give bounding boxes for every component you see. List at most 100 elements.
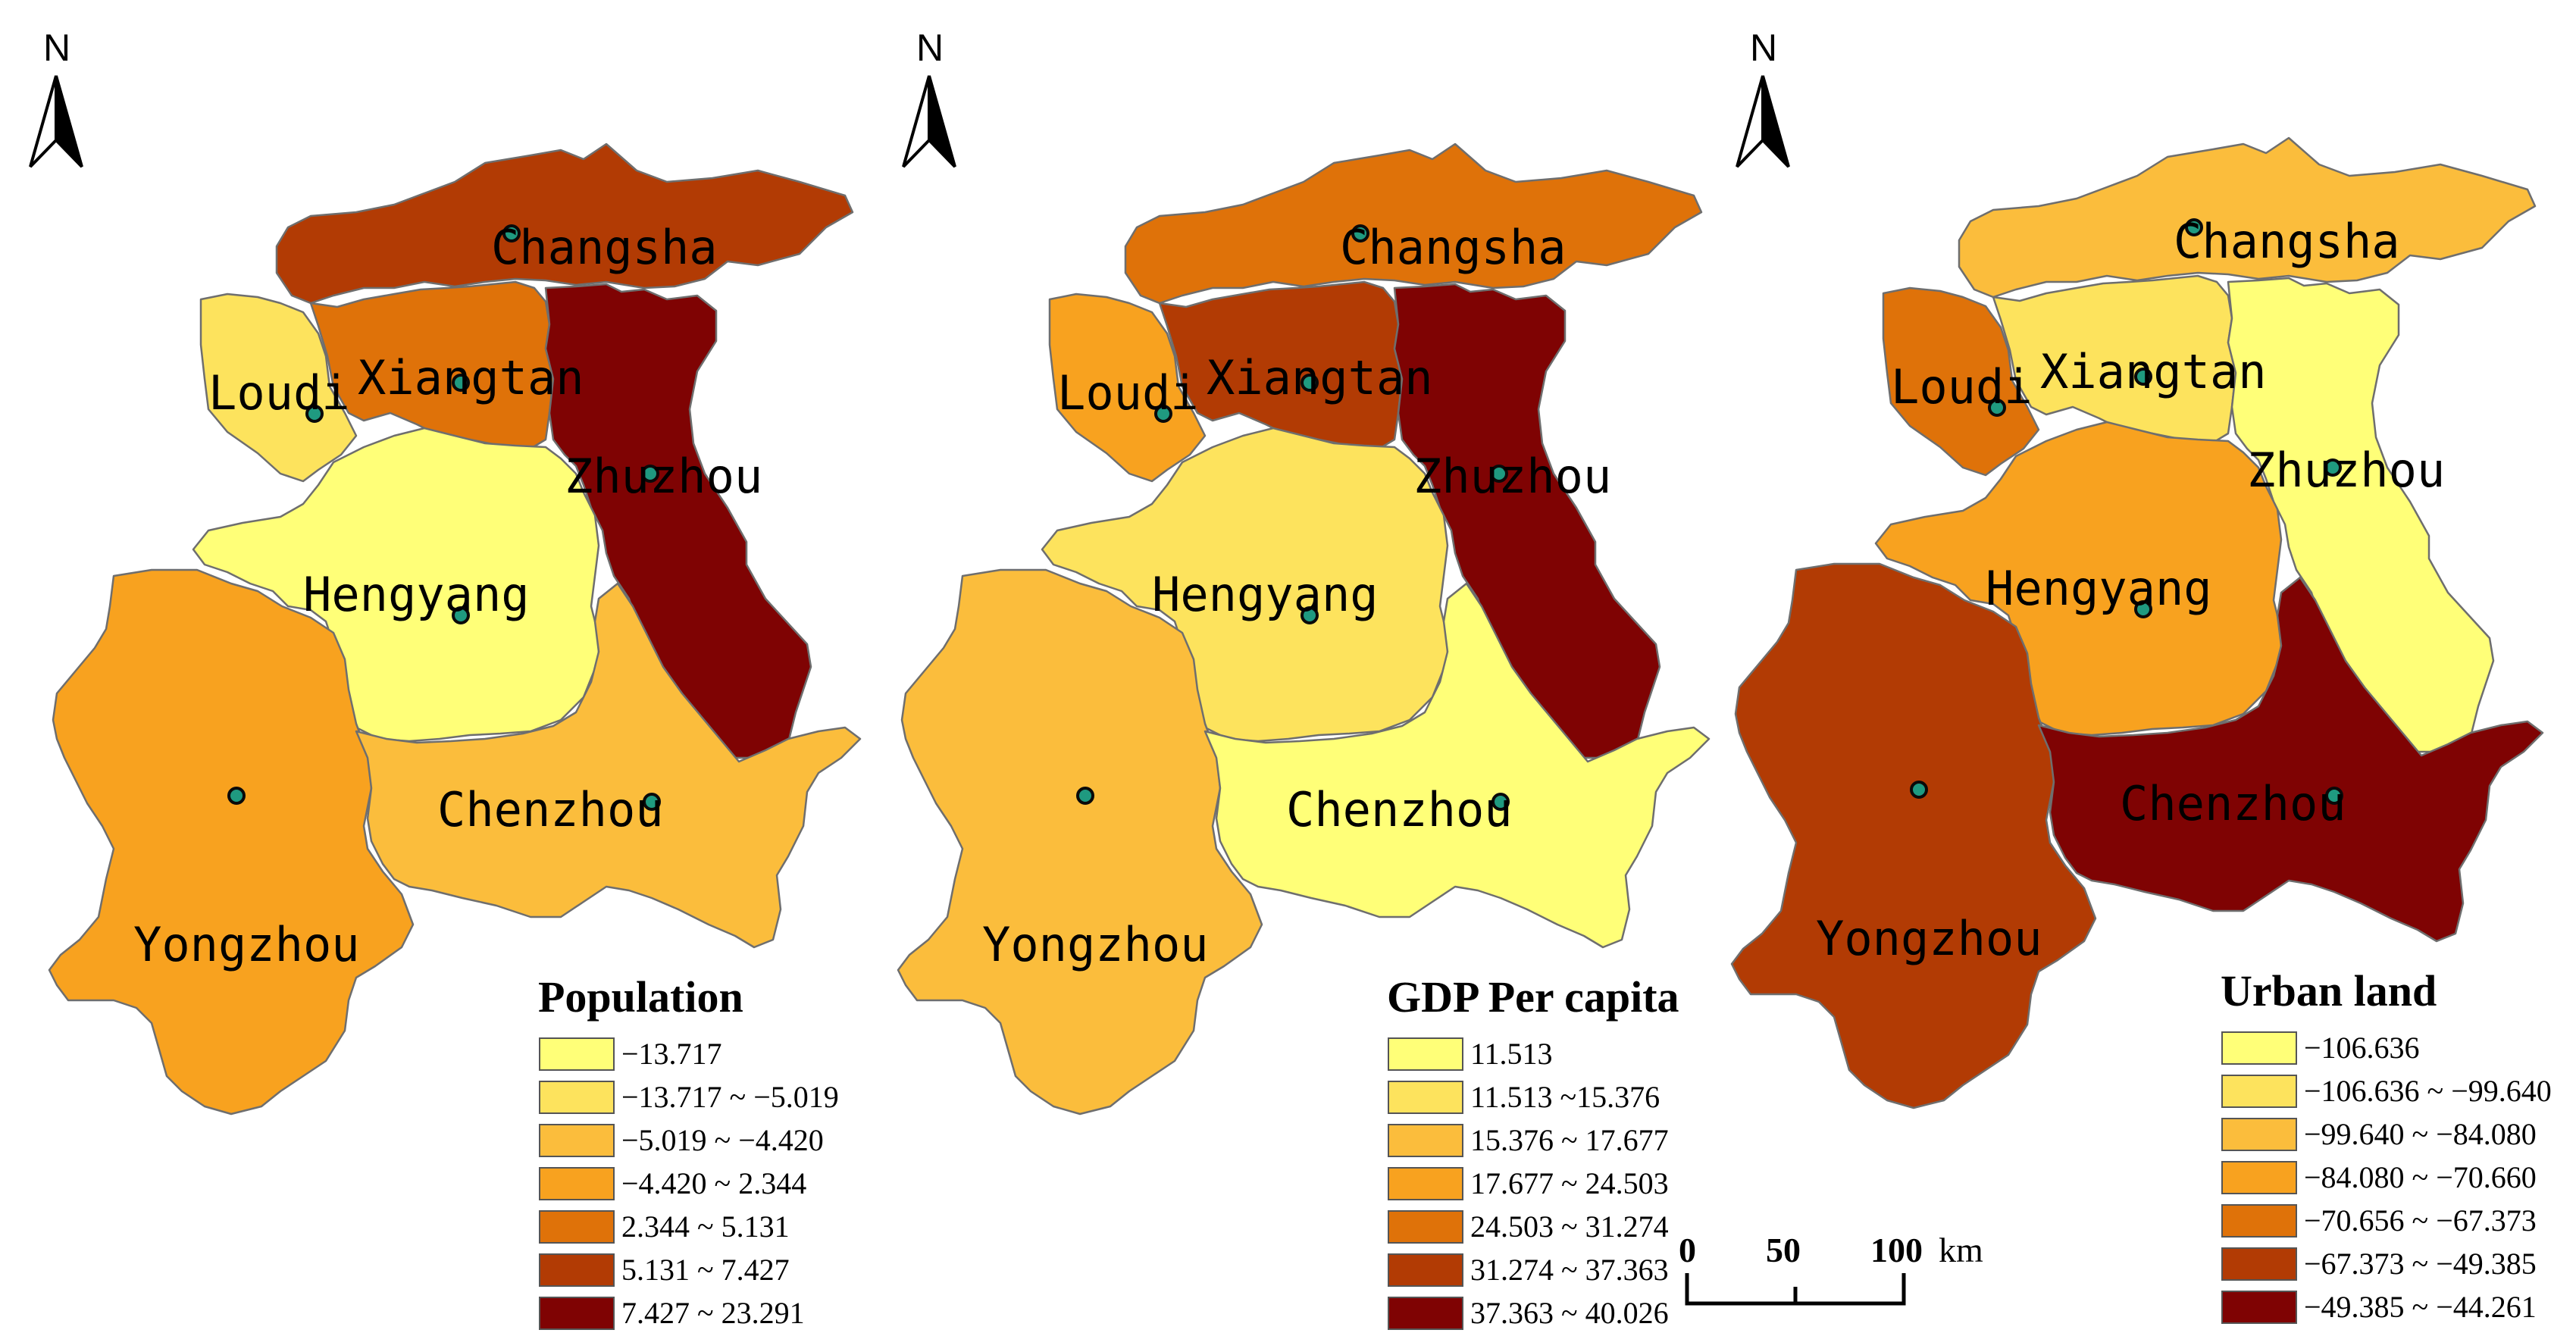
- urban-city-marker-hengyang: [2134, 600, 2152, 618]
- population-legend-swatch-2: [539, 1124, 615, 1157]
- gdp-legend-label-1: 11.513 ~15.376: [1470, 1080, 1660, 1114]
- urban-land-map-panel: N Changsha Loudi Xiangtan Zhuzhou Hengyang Yo…: [1679, 27, 2552, 1324]
- urban-legend-label-5: −67.373 ~ −49.385: [2304, 1247, 2537, 1281]
- urban-legend-label-0: −106.636: [2304, 1031, 2420, 1065]
- gdp-city-label-zhuzhou: Zhuzhou: [1413, 449, 1611, 504]
- urban-region-loudi: [1882, 286, 2040, 477]
- urban-legend-swatch-5: [2221, 1247, 2297, 1281]
- urban-legend-label-1: −106.636 ~ −99.640: [2304, 1074, 2552, 1108]
- gdp-legend-swatch-3: [1388, 1167, 1463, 1200]
- population-region-changsha: [275, 142, 854, 305]
- urban-city-label-yongzhou: Yongzhou: [1816, 911, 2042, 966]
- population-legend-swatch-0: [539, 1037, 615, 1071]
- gdp-legend-swatch-4: [1388, 1210, 1463, 1244]
- population-city-marker-xiangtan: [452, 374, 470, 392]
- urban-city-marker-yongzhou: [1910, 781, 1928, 799]
- urban-city-marker-zhuzhou: [2324, 458, 2342, 477]
- urban-legend-swatch-3: [2221, 1161, 2297, 1194]
- gdp-city-marker-xiangtan: [1301, 374, 1319, 392]
- population-map-panel: N Changsha Loudi Xiangtan Zhuzhou Hengyang Yo…: [29, 27, 862, 1330]
- gdp-city-label-xiangtan: Xiangtan: [1207, 350, 1433, 405]
- svg-text:N: N: [1750, 27, 1777, 69]
- urban-legend-label-2: −99.640 ~ −84.080: [2304, 1117, 2537, 1151]
- population-legend-label-6: 7.427 ~ 23.291: [621, 1296, 805, 1330]
- urban-city-marker-xiangtan: [2134, 368, 2152, 386]
- population-region-yongzhou: [48, 568, 415, 1116]
- population-legend-label-0: −13.717: [621, 1037, 722, 1071]
- population-legend-label-4: 2.344 ~ 5.131: [621, 1209, 790, 1244]
- urban-legend-label-3: −84.080 ~ −70.660: [2304, 1160, 2537, 1194]
- gdp-legend-title: GDP Per capita: [1387, 972, 1679, 1022]
- gdp-legend-swatch-1: [1388, 1081, 1463, 1114]
- urban-region-changsha: [1958, 136, 2537, 299]
- population-city-label-xiangtan: Xiangtan: [358, 350, 584, 405]
- gdp-region-chenzhou: [1203, 582, 1711, 949]
- gdp-city-label-chenzhou: Chenzhou: [1286, 782, 1513, 837]
- svg-text:N: N: [916, 27, 944, 69]
- population-city-label-hengyang: Hengyang: [303, 567, 530, 622]
- urban-legend-swatch-4: [2221, 1204, 2297, 1238]
- scale-tick-50: 50: [1766, 1231, 1801, 1269]
- population-legend-swatch-4: [539, 1210, 615, 1244]
- gdp-map-panel: N Changsha Loudi Xiangtan Zhuzhou Hengyang Yo…: [897, 27, 1711, 1330]
- gdp-city-marker-chenzhou: [1491, 793, 1510, 811]
- north-arrow: N: [902, 27, 956, 168]
- scale-bar: 0 50 100 km: [1679, 1231, 1983, 1306]
- population-city-marker-chenzhou: [643, 793, 661, 811]
- population-region-chenzhou: [355, 582, 862, 949]
- population-legend-swatch-6: [539, 1297, 615, 1330]
- urban-city-marker-chenzhou: [2325, 787, 2343, 805]
- urban-region-yongzhou: [1730, 562, 2097, 1109]
- urban-city-label-zhuzhou: Zhuzhou: [2247, 443, 2445, 498]
- population-city-label-changsha: Changsha: [491, 220, 718, 275]
- gdp-city-marker-yongzhou: [1076, 787, 1094, 805]
- population-region-hengyang: [192, 427, 600, 743]
- urban-legend-label-4: −70.656 ~ −67.373: [2304, 1203, 2537, 1238]
- gdp-city-marker-zhuzhou: [1490, 465, 1508, 483]
- gdp-legend-label-2: 15.376 ~ 17.677: [1470, 1123, 1669, 1157]
- population-legend-label-5: 5.131 ~ 7.427: [621, 1253, 790, 1287]
- urban-city-label-hengyang: Hengyang: [1986, 561, 2212, 616]
- gdp-city-marker-hengyang: [1301, 606, 1319, 624]
- gdp-legend-label-5: 31.274 ~ 37.363: [1470, 1253, 1669, 1287]
- gdp-city-marker-changsha: [1351, 224, 1369, 243]
- scale-tick-100: 100: [1870, 1231, 1923, 1269]
- svg-text:N: N: [43, 27, 70, 69]
- population-city-marker-hengyang: [452, 606, 470, 624]
- gdp-region-loudi: [1048, 293, 1207, 483]
- population-city-label-loudi: Loudi: [208, 365, 350, 421]
- gdp-legend-label-0: 11.513: [1470, 1037, 1553, 1071]
- urban-city-label-xiangtan: Xiangtan: [2040, 344, 2267, 399]
- scale-unit: km: [1939, 1231, 1983, 1269]
- gdp-city-label-changsha: Changsha: [1340, 220, 1567, 275]
- urban-city-marker-loudi: [1988, 399, 2006, 417]
- urban-legend-swatch-0: [2221, 1031, 2297, 1065]
- gdp-legend-swatch-6: [1388, 1297, 1463, 1330]
- population-legend-swatch-3: [539, 1167, 615, 1200]
- population-city-marker-changsha: [502, 224, 521, 243]
- urban-legend-swatch-1: [2221, 1075, 2297, 1108]
- scale-tick-0: 0: [1679, 1231, 1696, 1269]
- gdp-legend-label-3: 17.677 ~ 24.503: [1470, 1166, 1669, 1200]
- gdp-city-label-yongzhou: Yongzhou: [982, 917, 1209, 972]
- urban-legend-label-6: −49.385 ~ −44.261: [2304, 1290, 2537, 1324]
- urban-legend-title: Urban land: [2221, 966, 2437, 1015]
- gdp-city-marker-loudi: [1154, 405, 1172, 423]
- gdp-region-changsha: [1124, 142, 1703, 305]
- urban-city-marker-changsha: [2185, 218, 2203, 236]
- population-legend-title: Population: [538, 972, 743, 1022]
- urban-region-chenzhou: [2037, 576, 2544, 943]
- gdp-region-hengyang: [1041, 427, 1449, 743]
- gdp-city-label-loudi: Loudi: [1057, 365, 1199, 421]
- population-city-marker-yongzhou: [227, 787, 246, 805]
- urban-region-hengyang: [1874, 421, 2283, 737]
- urban-legend-swatch-6: [2221, 1291, 2297, 1324]
- urban-city-label-loudi: Loudi: [1891, 359, 2033, 415]
- gdp-region-yongzhou: [897, 568, 1263, 1116]
- gdp-legend-label-6: 37.363 ~ 40.026: [1470, 1296, 1669, 1330]
- population-city-label-zhuzhou: Zhuzhou: [565, 449, 762, 504]
- population-city-label-yongzhou: Yongzhou: [133, 917, 360, 972]
- population-city-label-chenzhou: Chenzhou: [437, 782, 664, 837]
- gdp-legend-swatch-2: [1388, 1124, 1463, 1157]
